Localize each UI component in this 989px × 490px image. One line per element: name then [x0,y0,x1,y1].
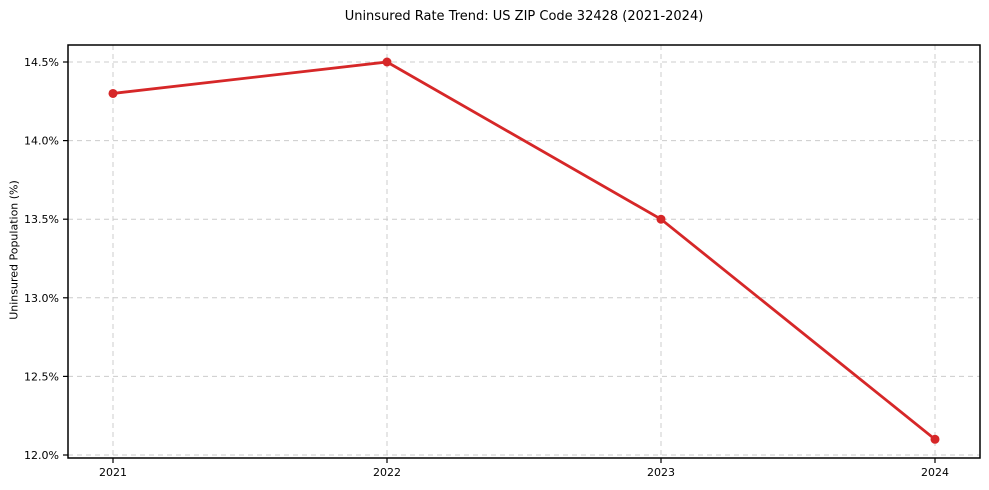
data-point [382,57,392,67]
x-tick-label: 2024 [921,466,949,479]
y-tick-label: 14.0% [24,135,59,148]
y-tick-label: 14.5% [24,56,59,69]
y-tick-label: 13.5% [24,213,59,226]
y-tick-label: 12.5% [24,370,59,383]
chart-title: Uninsured Rate Trend: US ZIP Code 32428 … [344,9,704,24]
y-tick-label: 12.0% [24,449,59,462]
y-axis-label: Uninsured Population (%) [7,180,21,320]
plot-border [67,44,981,459]
x-tick-label: 2022 [373,466,401,479]
data-point [108,88,118,98]
x-tick-label: 2021 [99,466,127,479]
x-tick-label: 2023 [647,466,675,479]
data-point [656,214,666,224]
data-point [930,434,940,444]
data-line [111,60,937,441]
y-tick-label: 13.0% [24,292,59,305]
